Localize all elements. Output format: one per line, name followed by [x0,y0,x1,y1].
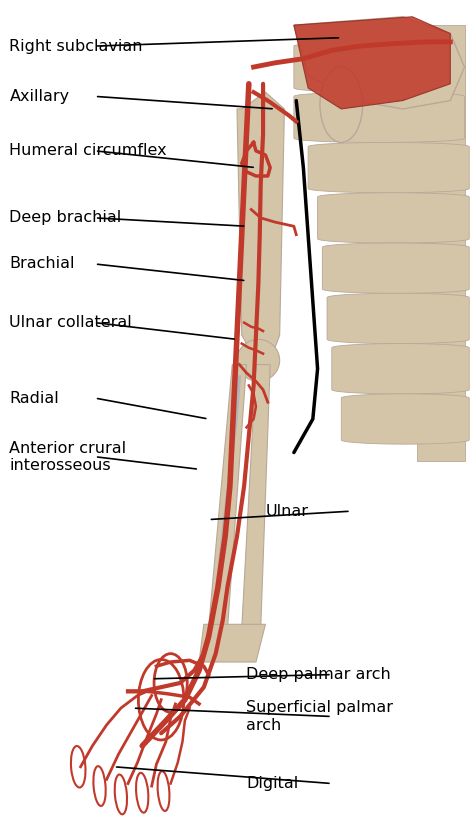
Text: Deep brachial: Deep brachial [9,210,122,225]
Polygon shape [322,243,469,293]
Text: Brachial: Brachial [9,256,75,272]
Text: Digital: Digital [246,776,299,791]
Polygon shape [332,344,469,394]
Text: Anterior crural
interosseous: Anterior crural interosseous [9,441,127,473]
Text: Axillary: Axillary [9,89,70,104]
Polygon shape [242,365,270,628]
Polygon shape [237,92,284,360]
Polygon shape [294,17,450,109]
Polygon shape [327,293,469,344]
Text: Humeral circumflex: Humeral circumflex [9,143,167,158]
Circle shape [320,67,363,142]
Polygon shape [294,17,465,109]
Polygon shape [318,193,469,243]
Polygon shape [417,25,465,461]
Polygon shape [308,142,469,193]
Ellipse shape [237,339,280,381]
Text: Deep palmar arch: Deep palmar arch [246,667,391,682]
Polygon shape [341,394,469,444]
Text: Ulnar collateral: Ulnar collateral [9,315,132,330]
Text: Right subclavian: Right subclavian [9,39,143,54]
Polygon shape [294,42,450,92]
Text: Radial: Radial [9,391,59,406]
Polygon shape [209,365,246,628]
Text: Ulnar: Ulnar [265,504,309,519]
Text: Superficial palmar
arch: Superficial palmar arch [246,701,393,732]
Polygon shape [199,624,265,662]
Polygon shape [294,92,465,142]
